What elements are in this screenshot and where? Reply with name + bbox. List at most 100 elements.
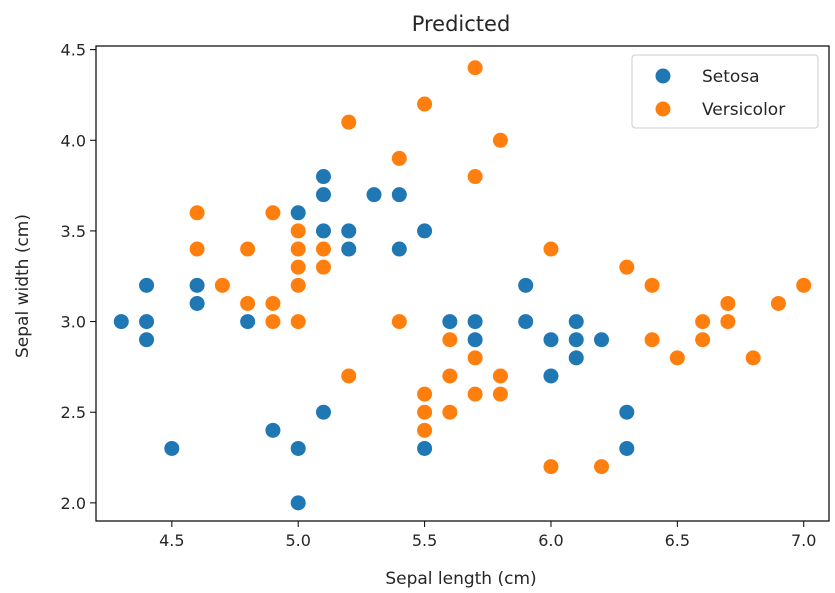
point-versicolor-29 — [467, 386, 483, 402]
point-setosa-34 — [619, 404, 635, 420]
point-setosa-19 — [391, 187, 407, 203]
point-versicolor-0 — [189, 205, 205, 221]
point-versicolor-34 — [543, 459, 559, 475]
point-setosa-23 — [442, 314, 458, 330]
point-versicolor-38 — [644, 332, 660, 348]
point-setosa-5 — [189, 277, 205, 293]
y-tick-label: 2.5 — [61, 403, 86, 422]
point-versicolor-13 — [315, 241, 331, 257]
point-versicolor-43 — [720, 314, 736, 330]
point-versicolor-3 — [240, 241, 256, 257]
y-tick-label: 3.0 — [61, 313, 86, 332]
legend-label-versicolor: Versicolor — [702, 100, 785, 120]
point-setosa-0 — [113, 314, 129, 330]
point-setosa-21 — [417, 223, 433, 239]
point-setosa-13 — [315, 187, 331, 203]
point-setosa-2 — [139, 314, 155, 330]
y-axis-label: Sepal width (cm) — [13, 214, 33, 358]
y-tick-label: 3.5 — [61, 222, 86, 241]
legend-label-setosa: Setosa — [702, 67, 760, 87]
point-versicolor-1 — [189, 241, 205, 257]
point-versicolor-8 — [290, 223, 306, 239]
point-versicolor-21 — [417, 404, 433, 420]
point-setosa-27 — [518, 314, 534, 330]
point-setosa-3 — [139, 332, 155, 348]
point-versicolor-2 — [214, 277, 230, 293]
point-versicolor-28 — [467, 350, 483, 366]
point-versicolor-24 — [442, 368, 458, 384]
point-versicolor-45 — [770, 295, 786, 311]
point-setosa-25 — [467, 332, 483, 348]
point-versicolor-17 — [391, 150, 407, 166]
point-versicolor-7 — [265, 314, 281, 330]
point-versicolor-39 — [669, 350, 685, 366]
point-versicolor-23 — [442, 332, 458, 348]
chart-title: Predicted — [412, 12, 511, 36]
point-setosa-4 — [164, 440, 180, 456]
point-versicolor-46 — [796, 277, 812, 293]
point-versicolor-30 — [492, 132, 508, 148]
y-axis-ticks: 2.0 2.5 3.0 3.5 4.0 4.5 — [61, 41, 96, 513]
point-versicolor-5 — [265, 205, 281, 221]
point-setosa-16 — [341, 223, 357, 239]
point-versicolor-4 — [240, 295, 256, 311]
point-versicolor-42 — [720, 295, 736, 311]
point-setosa-12 — [315, 169, 331, 185]
point-setosa-14 — [315, 223, 331, 239]
point-setosa-31 — [568, 332, 584, 348]
point-versicolor-15 — [341, 114, 357, 130]
point-versicolor-27 — [467, 169, 483, 185]
point-setosa-24 — [467, 314, 483, 330]
point-versicolor-10 — [290, 259, 306, 275]
point-versicolor-25 — [442, 404, 458, 420]
point-versicolor-36 — [619, 259, 635, 275]
point-setosa-29 — [543, 368, 559, 384]
y-tick-label: 4.0 — [61, 131, 86, 150]
point-versicolor-16 — [341, 368, 357, 384]
point-setosa-30 — [568, 314, 584, 330]
point-setosa-11 — [290, 495, 306, 511]
point-setosa-28 — [543, 332, 559, 348]
point-setosa-22 — [417, 440, 433, 456]
x-tick-label: 6.0 — [538, 531, 563, 550]
point-setosa-8 — [265, 422, 281, 438]
point-versicolor-20 — [417, 386, 433, 402]
point-versicolor-44 — [745, 350, 761, 366]
point-setosa-10 — [290, 440, 306, 456]
legend-marker-setosa — [655, 68, 671, 84]
point-versicolor-14 — [315, 259, 331, 275]
legend-marker-versicolor — [655, 101, 671, 117]
x-axis-label: Sepal length (cm) — [385, 569, 536, 589]
y-tick-label: 2.0 — [61, 494, 86, 513]
point-setosa-9 — [290, 205, 306, 221]
point-setosa-17 — [341, 241, 357, 257]
point-versicolor-12 — [290, 314, 306, 330]
point-setosa-6 — [189, 295, 205, 311]
point-versicolor-41 — [695, 332, 711, 348]
point-setosa-7 — [240, 314, 256, 330]
x-tick-label: 7.0 — [791, 531, 816, 550]
point-versicolor-22 — [417, 422, 433, 438]
x-tick-label: 5.0 — [285, 531, 310, 550]
point-setosa-1 — [139, 277, 155, 293]
point-versicolor-31 — [492, 368, 508, 384]
point-setosa-20 — [391, 241, 407, 257]
legend: Setosa Versicolor — [631, 54, 819, 129]
x-tick-label: 4.5 — [159, 531, 184, 550]
data-points — [113, 60, 812, 511]
point-setosa-18 — [366, 187, 382, 203]
point-setosa-15 — [315, 404, 331, 420]
point-versicolor-19 — [417, 96, 433, 112]
point-setosa-35 — [619, 440, 635, 456]
point-versicolor-26 — [467, 60, 483, 76]
point-versicolor-6 — [265, 295, 281, 311]
x-axis-ticks: 4.5 5.0 5.5 6.0 6.5 7.0 — [159, 521, 816, 550]
point-versicolor-37 — [644, 277, 660, 293]
x-tick-label: 6.5 — [665, 531, 690, 550]
point-versicolor-40 — [695, 314, 711, 330]
point-versicolor-35 — [594, 459, 610, 475]
point-setosa-26 — [518, 277, 534, 293]
point-versicolor-32 — [492, 386, 508, 402]
point-versicolor-18 — [391, 314, 407, 330]
